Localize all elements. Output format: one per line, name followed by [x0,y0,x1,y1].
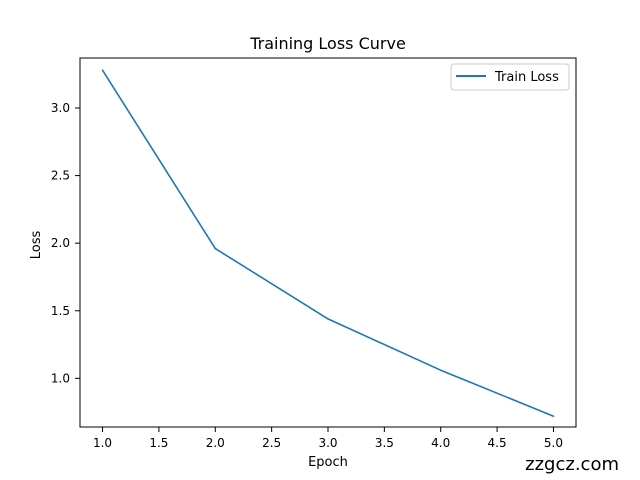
data-point [327,318,329,320]
y-axis-ticks: 1.0 1.5 2.0 2.5 3.0 [51,101,80,385]
x-tick-label: 3.0 [318,436,337,450]
y-tick-label: 1.0 [51,371,70,385]
x-tick-label: 4.0 [431,436,450,450]
data-point [101,69,104,71]
x-tick-label: 5.0 [544,436,563,450]
x-axis-ticks: 1.0 1.5 2.0 2.5 3.0 3.5 4.0 4.5 5.0 [93,427,563,450]
legend-box [450,63,570,91]
x-tick-label: 3.5 [375,436,394,450]
legend-label-train-loss: Train Loss [494,70,559,85]
chart-title: Training Loss Curve [249,34,406,53]
x-tick-label: 2.5 [262,436,281,450]
x-tick-label: 1.5 [149,436,168,450]
y-tick-label: 2.5 [51,169,70,183]
x-tick-label: 2.0 [206,436,225,450]
series-layer [101,69,555,417]
legend: Train Loss [450,63,570,91]
data-point [214,247,217,250]
x-tick-label: 1.0 [93,436,112,450]
data-point [552,415,555,417]
data-point [439,369,442,372]
watermark: zzgcz.com [521,452,623,477]
y-axis-label: Loss [29,231,44,260]
y-tick-label: 1.5 [51,304,70,318]
x-tick-label: 4.5 [488,436,507,450]
y-tick-label: 2.0 [51,236,70,250]
y-tick-label: 3.0 [51,101,70,115]
x-axis-label: Epoch [308,455,348,470]
